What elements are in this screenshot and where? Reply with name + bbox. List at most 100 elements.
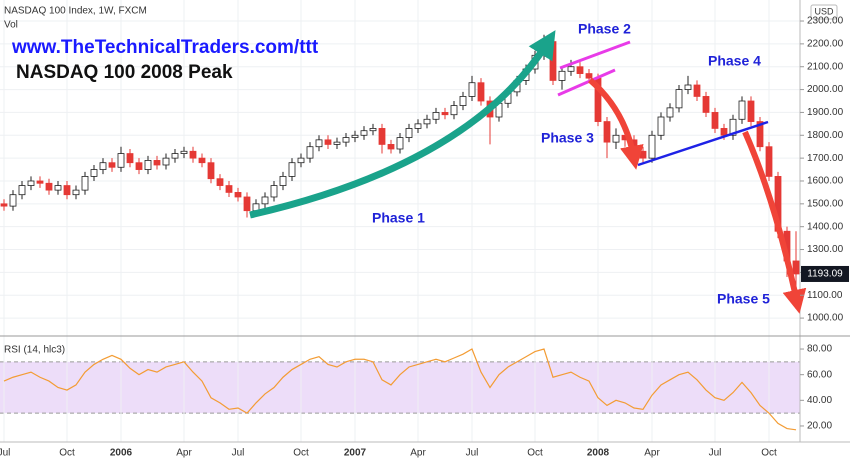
candle-body xyxy=(351,134,359,138)
currency-label: USD xyxy=(814,6,834,16)
candle-body xyxy=(549,41,557,81)
candle-body xyxy=(216,178,224,186)
candle-body xyxy=(567,66,575,72)
candle-body xyxy=(684,84,692,90)
annotation: Phase 4 xyxy=(708,53,761,69)
y-tick-label: 1500.00 xyxy=(807,198,844,209)
phase2-channel-bottom xyxy=(557,68,616,97)
candle-body xyxy=(441,112,449,116)
candle-body xyxy=(333,141,341,145)
candle-body xyxy=(126,153,134,164)
candle-body xyxy=(603,121,611,143)
phase3-arrow xyxy=(588,77,644,170)
candle-body xyxy=(189,150,197,159)
candle-body xyxy=(720,128,728,136)
candle-body xyxy=(297,157,305,164)
candle-body xyxy=(468,82,476,97)
candle-body xyxy=(702,96,710,113)
candle-body xyxy=(180,150,188,154)
candle-body xyxy=(648,134,656,159)
phase2-channel-top xyxy=(559,40,631,70)
candle-body xyxy=(612,134,620,143)
chart-title: NASDAQ 100 2008 Peak xyxy=(16,62,233,83)
candle-body xyxy=(378,128,386,145)
candle-body xyxy=(306,146,314,159)
candle-body xyxy=(369,128,377,132)
candle-body xyxy=(657,116,665,136)
x-tick-label: Oct xyxy=(59,448,75,459)
annotation: Phase 1 xyxy=(372,210,425,226)
candle-body xyxy=(324,139,332,145)
candle-body xyxy=(765,146,773,177)
candle-body xyxy=(54,185,62,191)
candle-body xyxy=(0,203,8,207)
candle-body xyxy=(99,162,107,170)
candle-body xyxy=(279,176,287,186)
y-tick-label: 20.00 xyxy=(807,421,832,432)
y-tick-label: 1000.00 xyxy=(807,313,844,324)
candle-body xyxy=(432,112,440,120)
candle-body xyxy=(396,137,404,150)
x-tick-label: 2007 xyxy=(344,448,367,459)
candle-body xyxy=(414,123,422,129)
volume-label: Vol xyxy=(4,20,18,31)
x-tick-label: Jul xyxy=(466,448,479,459)
rsi-title: RSI (14, hlc3) xyxy=(4,345,65,356)
candle-body xyxy=(360,130,368,136)
rsi-line xyxy=(3,348,797,431)
annotation: Phase 5 xyxy=(717,291,770,307)
x-tick-label: Apr xyxy=(644,448,660,459)
candle-body xyxy=(63,185,71,196)
candle-body xyxy=(756,121,764,148)
rsi-band xyxy=(0,361,800,414)
candle-body xyxy=(81,176,89,191)
symbol-info: NASDAQ 100 Index, 1W, FXCM xyxy=(4,6,147,17)
y-tick-label: 2100.00 xyxy=(807,61,844,72)
last-price-label: 1193.09 xyxy=(807,269,843,280)
candle-body xyxy=(576,66,584,74)
candle-body xyxy=(162,157,170,166)
candle-body xyxy=(261,196,269,205)
candle-body xyxy=(234,192,242,198)
y-tick-label: 1900.00 xyxy=(807,107,844,118)
candle-body xyxy=(747,100,755,122)
y-tick-label: 1800.00 xyxy=(807,130,844,141)
candle-body xyxy=(585,73,593,79)
currency-badge xyxy=(810,4,838,20)
y-tick-label: 2200.00 xyxy=(807,39,844,50)
candle-body xyxy=(342,137,350,143)
candle-body xyxy=(198,157,206,164)
x-tick-label: 2006 xyxy=(110,448,133,459)
candle-body xyxy=(18,185,26,196)
candle-body xyxy=(72,189,80,196)
candle-body xyxy=(729,118,737,136)
marks-layer xyxy=(0,34,800,431)
candle-body xyxy=(315,139,323,148)
candle-body xyxy=(117,153,125,168)
candle-body xyxy=(477,82,485,102)
last-price-tag xyxy=(801,265,849,282)
candle-body xyxy=(558,70,566,81)
y-tick-label: 40.00 xyxy=(807,395,832,406)
chart-subtitle: www.TheTechnicalTraders.com/ttt xyxy=(11,37,319,58)
y-tick-label: 1100.00 xyxy=(807,290,843,301)
y-tick-label: 1300.00 xyxy=(807,244,844,255)
y-tick-label: 60.00 xyxy=(807,369,832,380)
annotation: Phase 2 xyxy=(578,21,631,37)
candle-body xyxy=(387,144,395,150)
candle-body xyxy=(153,160,161,166)
candle-body xyxy=(450,105,458,116)
y-tick-label: 1400.00 xyxy=(807,221,844,232)
candle-body xyxy=(90,169,98,177)
candle-body xyxy=(711,112,719,129)
candle-body xyxy=(225,185,233,193)
candle-body xyxy=(171,153,179,159)
candle-body xyxy=(108,162,116,168)
x-tick-label: Jul xyxy=(232,448,245,459)
annotation: Phase 3 xyxy=(541,130,594,146)
candle-body xyxy=(207,162,215,180)
candle-body xyxy=(243,196,251,212)
candle-body xyxy=(27,180,35,186)
phase4-trendline xyxy=(637,120,769,167)
